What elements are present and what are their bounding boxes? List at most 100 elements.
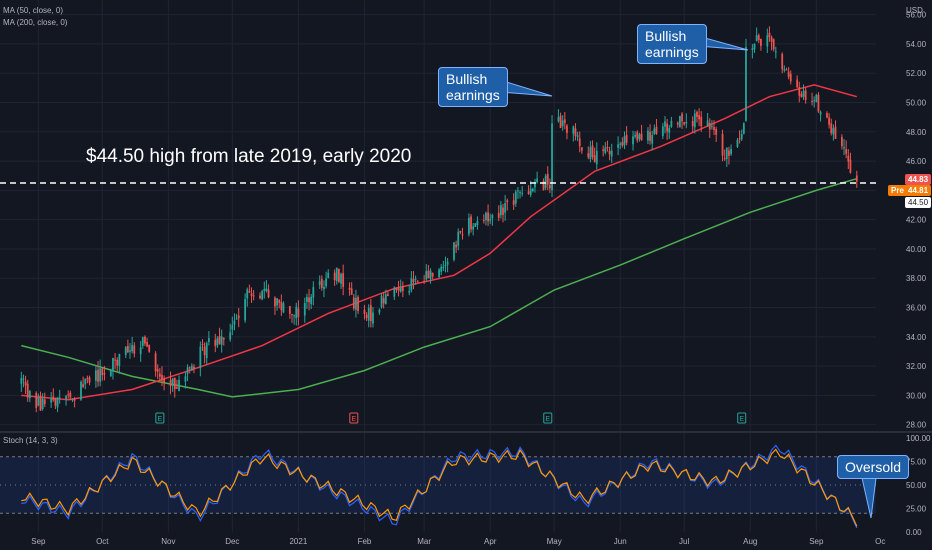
stoch-overbought-oversold-band bbox=[0, 456, 876, 514]
price-tick-label: 36.00 bbox=[906, 304, 927, 313]
candle-body bbox=[847, 155, 850, 162]
candle-body bbox=[591, 145, 594, 158]
ma200-legend-label[interactable]: MA (200, close, 0) bbox=[3, 18, 68, 27]
candle-body bbox=[536, 178, 539, 183]
candle-body bbox=[43, 399, 46, 405]
candle-body bbox=[774, 51, 777, 53]
currency-label: USD bbox=[906, 6, 923, 15]
candle-body bbox=[28, 391, 31, 399]
candle-body bbox=[696, 111, 698, 117]
candle-body bbox=[35, 392, 38, 408]
candle-body bbox=[647, 130, 649, 141]
candle-body bbox=[438, 269, 440, 278]
candle-body bbox=[408, 291, 411, 293]
candle-body bbox=[97, 369, 99, 382]
candle-body bbox=[693, 113, 696, 128]
candle-body bbox=[604, 147, 607, 153]
candle-body bbox=[549, 185, 551, 189]
price-tick-label: 30.00 bbox=[906, 391, 927, 400]
candle-body bbox=[186, 367, 189, 374]
candle-body bbox=[512, 200, 515, 205]
candle-body bbox=[235, 318, 238, 320]
candle-body bbox=[397, 288, 400, 291]
candle-body bbox=[502, 207, 504, 215]
candle-body bbox=[276, 298, 278, 306]
candle-body bbox=[855, 175, 858, 182]
premarket-price-tag: 44.81 bbox=[905, 185, 932, 196]
earnings-marker-letter: E bbox=[351, 416, 356, 423]
candle-body bbox=[427, 270, 430, 279]
candle-body bbox=[706, 120, 709, 126]
candle-body bbox=[222, 338, 225, 340]
candle-body bbox=[529, 188, 532, 196]
price-tick-label: 52.00 bbox=[906, 69, 927, 78]
candle-body bbox=[730, 148, 732, 155]
candle-body bbox=[440, 266, 443, 272]
candle-body bbox=[576, 135, 579, 138]
candle-body bbox=[453, 242, 455, 260]
candle-body bbox=[593, 155, 596, 162]
month-tick-label: 2021 bbox=[289, 537, 307, 546]
candle-body bbox=[340, 273, 342, 284]
candle-body bbox=[295, 306, 298, 319]
candle-body bbox=[651, 135, 654, 144]
candle-body bbox=[158, 373, 161, 377]
candle-body bbox=[112, 357, 114, 372]
stoch-tick-label: 100.00 bbox=[906, 434, 931, 443]
candle-body bbox=[380, 295, 383, 308]
candle-body bbox=[623, 136, 626, 146]
stoch-legend-label[interactable]: Stoch (14, 3, 3) bbox=[3, 436, 58, 445]
month-tick-label: Sep bbox=[809, 537, 824, 546]
price-tick-label: 56.00 bbox=[906, 11, 927, 20]
candle-body bbox=[459, 231, 462, 233]
candle-body bbox=[444, 265, 447, 267]
stochastic-series bbox=[21, 444, 858, 529]
candle-body bbox=[401, 286, 404, 292]
candle-body bbox=[425, 271, 428, 280]
candle-body bbox=[802, 90, 805, 97]
candle-body bbox=[220, 336, 223, 345]
candle-body bbox=[184, 376, 187, 382]
candle-body bbox=[587, 153, 590, 158]
candle-body bbox=[41, 398, 44, 410]
candle-body bbox=[621, 142, 624, 146]
candle-body bbox=[393, 287, 396, 297]
candle-body bbox=[849, 159, 852, 173]
candle-body bbox=[233, 320, 236, 325]
candle-body bbox=[244, 299, 247, 321]
candle-body bbox=[683, 122, 686, 125]
price-tick-label: 28.00 bbox=[906, 421, 927, 430]
candle-body bbox=[169, 380, 172, 387]
ma50-legend-label[interactable]: MA (50, close, 0) bbox=[3, 6, 64, 15]
candle-body bbox=[721, 133, 724, 156]
candle-body bbox=[303, 302, 306, 316]
month-tick-label: Aug bbox=[743, 537, 757, 546]
candle-body bbox=[470, 216, 472, 230]
candle-body bbox=[828, 117, 831, 125]
candle-body bbox=[681, 113, 683, 122]
candle-body bbox=[789, 73, 792, 82]
candle-body bbox=[56, 397, 59, 408]
candle-body bbox=[608, 150, 611, 155]
candle-body bbox=[760, 38, 762, 46]
candle-body bbox=[632, 136, 634, 145]
candle-body bbox=[216, 338, 219, 346]
annotation-headline: $44.50 high from late 2019, early 2020 bbox=[86, 146, 412, 167]
stoch-tick-label: 25.00 bbox=[906, 505, 927, 514]
candle-body bbox=[124, 347, 127, 356]
candle-body bbox=[815, 94, 818, 102]
last-price-tag: 44.83 bbox=[905, 174, 932, 185]
candle-body bbox=[504, 203, 507, 213]
candle-body bbox=[713, 127, 715, 130]
candle-body bbox=[757, 35, 760, 41]
candle-body bbox=[636, 132, 639, 141]
candle-body bbox=[308, 297, 310, 303]
candle-body bbox=[566, 125, 568, 133]
candle-body bbox=[372, 312, 374, 324]
candle-body bbox=[265, 288, 268, 291]
candle-body bbox=[474, 223, 477, 227]
candle-body bbox=[813, 100, 816, 102]
candle-body bbox=[312, 287, 315, 298]
candle-body bbox=[517, 190, 519, 192]
